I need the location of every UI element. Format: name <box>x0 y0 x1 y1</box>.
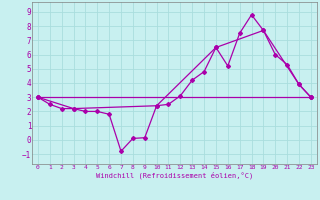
X-axis label: Windchill (Refroidissement éolien,°C): Windchill (Refroidissement éolien,°C) <box>96 171 253 179</box>
